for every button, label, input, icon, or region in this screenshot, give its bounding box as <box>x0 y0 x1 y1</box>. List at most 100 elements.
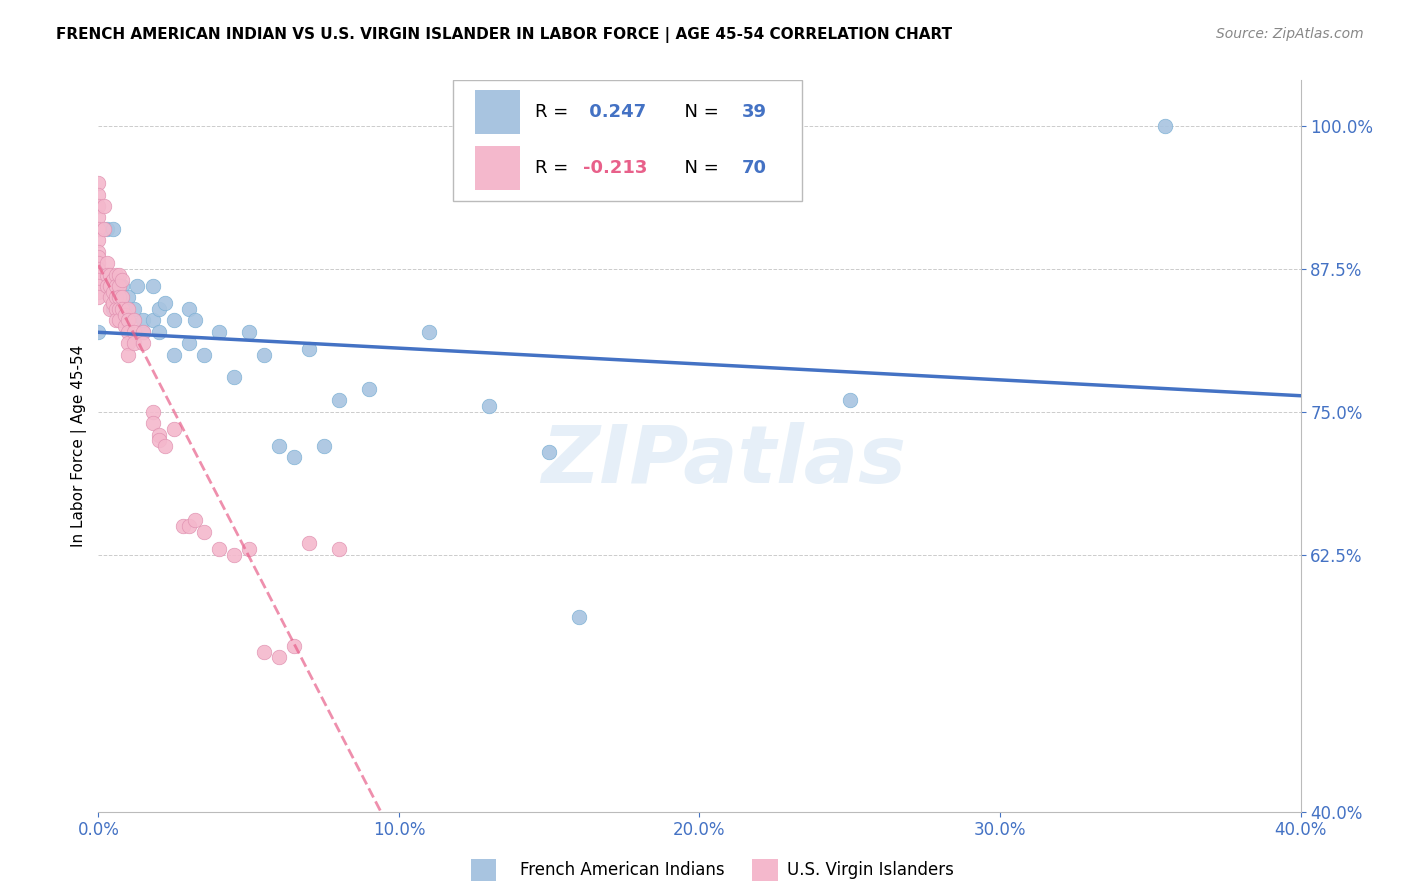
Point <box>103 285 125 299</box>
Point <box>117 290 139 304</box>
Point <box>87 325 110 339</box>
Point <box>105 268 128 282</box>
Point <box>105 279 128 293</box>
Point <box>117 325 139 339</box>
Point <box>132 336 155 351</box>
Point <box>253 348 276 362</box>
Point <box>87 251 110 265</box>
Point <box>478 399 501 413</box>
Point <box>177 301 200 316</box>
Point <box>183 513 205 527</box>
Point <box>148 325 170 339</box>
Point <box>172 519 194 533</box>
Point <box>87 222 110 236</box>
Point <box>328 541 350 556</box>
Y-axis label: In Labor Force | Age 45-54: In Labor Force | Age 45-54 <box>72 345 87 547</box>
Point <box>267 439 290 453</box>
Point <box>117 313 139 327</box>
FancyBboxPatch shape <box>453 80 801 201</box>
Point <box>538 444 561 458</box>
Point <box>418 325 440 339</box>
Point <box>357 382 380 396</box>
Point <box>117 348 139 362</box>
Point <box>108 290 131 304</box>
Text: 0.247: 0.247 <box>583 103 645 120</box>
Point <box>328 393 350 408</box>
Point <box>283 639 305 653</box>
Point <box>193 348 215 362</box>
Point <box>87 244 110 259</box>
Point <box>117 336 139 351</box>
Point <box>100 268 122 282</box>
Point <box>93 199 115 213</box>
Point <box>87 279 110 293</box>
Point <box>96 268 118 282</box>
Point <box>183 313 205 327</box>
Point <box>141 405 163 419</box>
Point <box>162 422 184 436</box>
Text: ZIPatlas: ZIPatlas <box>541 422 905 500</box>
Point <box>1154 119 1177 133</box>
Point <box>222 370 245 384</box>
Point <box>87 176 110 190</box>
Point <box>208 541 231 556</box>
Point <box>141 313 163 327</box>
Point <box>87 233 110 247</box>
Text: R =: R = <box>534 159 574 177</box>
Point <box>298 536 321 550</box>
Text: 70: 70 <box>741 159 766 177</box>
Point <box>108 301 131 316</box>
Point <box>103 222 125 236</box>
Point <box>267 650 290 665</box>
Point <box>238 325 260 339</box>
Point <box>87 256 110 270</box>
Point <box>103 296 125 310</box>
Point <box>124 313 146 327</box>
Point <box>108 279 131 293</box>
Point <box>193 524 215 539</box>
Point <box>148 301 170 316</box>
Text: R =: R = <box>534 103 574 120</box>
Point <box>283 450 305 465</box>
Point <box>87 285 110 299</box>
Point <box>568 610 591 624</box>
Point <box>208 325 231 339</box>
Text: U.S. Virgin Islanders: U.S. Virgin Islanders <box>787 861 955 879</box>
Point <box>114 308 136 322</box>
FancyBboxPatch shape <box>475 90 520 134</box>
Point <box>148 434 170 448</box>
Point <box>222 548 245 562</box>
Point <box>111 290 134 304</box>
Point <box>162 348 184 362</box>
Point <box>100 279 122 293</box>
Point <box>124 301 146 316</box>
Point <box>117 301 139 316</box>
Point <box>108 268 131 282</box>
Point <box>87 290 110 304</box>
Text: FRENCH AMERICAN INDIAN VS U.S. VIRGIN ISLANDER IN LABOR FORCE | AGE 45-54 CORREL: FRENCH AMERICAN INDIAN VS U.S. VIRGIN IS… <box>56 27 952 43</box>
Point <box>153 296 176 310</box>
Point <box>100 290 122 304</box>
Text: -0.213: -0.213 <box>583 159 647 177</box>
Point <box>132 325 155 339</box>
Point <box>111 279 134 293</box>
Point <box>103 301 125 316</box>
Point <box>105 290 128 304</box>
FancyBboxPatch shape <box>475 146 520 190</box>
Point <box>87 268 110 282</box>
Point <box>108 313 131 327</box>
Point <box>87 211 110 225</box>
Point <box>298 342 321 356</box>
Point <box>87 273 110 287</box>
Point <box>238 541 260 556</box>
Text: N =: N = <box>673 103 724 120</box>
Point <box>108 279 131 293</box>
Point <box>127 279 149 293</box>
Text: N =: N = <box>673 159 724 177</box>
Point <box>124 336 146 351</box>
Point <box>105 313 128 327</box>
Point <box>132 313 155 327</box>
Text: Source: ZipAtlas.com: Source: ZipAtlas.com <box>1216 27 1364 41</box>
Point <box>96 279 118 293</box>
Point <box>117 313 139 327</box>
